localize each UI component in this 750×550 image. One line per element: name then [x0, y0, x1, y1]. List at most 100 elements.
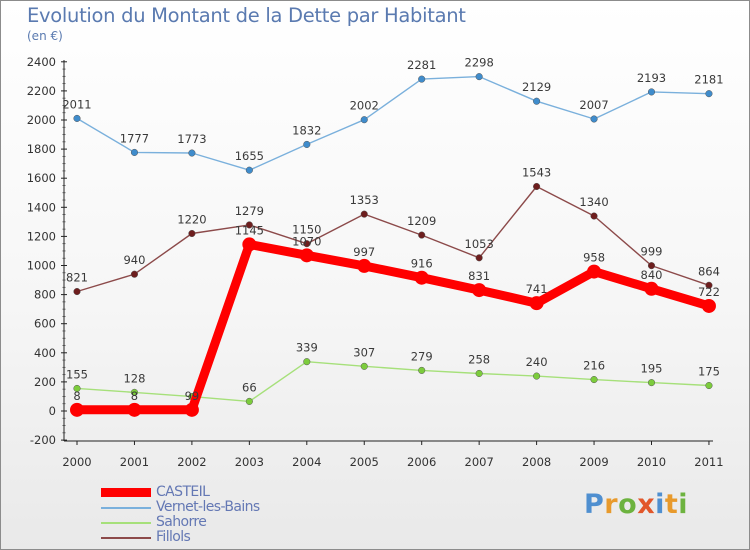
- data-label: 8: [131, 389, 138, 403]
- series-line-fillols: [76, 185, 710, 293]
- logo-letter: i: [655, 489, 665, 520]
- data-point: [130, 270, 138, 278]
- data-point: [418, 75, 426, 83]
- legend-item: Sahorre: [101, 514, 361, 530]
- chart-title: Evolution du Montant de la Dette par Hab…: [27, 4, 466, 27]
- series-line-casteil: [72, 239, 714, 415]
- x-tick-label: 2000: [62, 455, 91, 469]
- legend-swatch: [101, 488, 151, 497]
- y-tick-label: 800: [34, 288, 56, 302]
- data-point: [533, 182, 541, 191]
- data-point: [705, 281, 713, 289]
- y-tick-label: 200: [34, 375, 56, 389]
- data-label: 2002: [350, 99, 379, 113]
- data-label: 1279: [235, 204, 264, 218]
- data-point: [533, 372, 541, 380]
- data-label-layer: 8 8 99 1145 1070 997 916 831 741 958 840 722 2011 177…: [62, 56, 723, 403]
- legend: CASTEIL Vernet-les-Bains Sahorre Fillols: [101, 484, 361, 545]
- data-label: 258: [468, 352, 490, 366]
- y-tick-label: 2400: [27, 55, 56, 69]
- data-label: 8: [73, 389, 80, 403]
- data-point: [590, 212, 598, 220]
- data-point: [303, 358, 311, 366]
- data-label: 864: [698, 264, 720, 278]
- data-label: 2193: [637, 71, 666, 85]
- data-point: [644, 281, 659, 296]
- data-point: [533, 97, 541, 105]
- y-tick-label: 2200: [27, 84, 56, 98]
- data-point: [360, 362, 368, 370]
- data-point: [303, 140, 311, 148]
- data-point: [590, 115, 598, 123]
- data-label: 128: [123, 371, 145, 385]
- legend-item: CASTEIL: [101, 484, 361, 500]
- data-point: [590, 376, 598, 384]
- legend-label: CASTEIL: [156, 484, 210, 500]
- data-label: 916: [411, 257, 433, 271]
- logo-letter: P: [584, 489, 605, 520]
- data-point: [184, 402, 199, 417]
- data-point: [475, 369, 483, 378]
- data-point: [188, 229, 196, 238]
- y-tick-label: 1400: [27, 200, 56, 214]
- data-label: 1832: [292, 123, 321, 137]
- data-label: 216: [583, 359, 605, 373]
- legend-swatch: [101, 537, 151, 539]
- series-line-sahorre: [76, 361, 710, 403]
- data-label: 240: [526, 355, 548, 369]
- x-tick-label: 2003: [235, 455, 264, 469]
- data-point: [73, 384, 81, 392]
- data-point: [245, 221, 253, 229]
- y-tick-label: 600: [34, 317, 56, 331]
- data-point: [360, 116, 368, 124]
- legend-label: Vernet-les-Bains: [156, 499, 260, 515]
- data-label: 1340: [579, 195, 608, 209]
- data-point: [130, 148, 138, 156]
- data-point: [242, 237, 257, 252]
- data-point: [701, 298, 716, 313]
- logo-letter: r: [604, 489, 619, 520]
- y-tick-label: 1800: [27, 142, 56, 156]
- data-label: 339: [296, 341, 318, 355]
- data-label: 1145: [235, 223, 264, 237]
- legend-label: Sahorre: [156, 514, 207, 530]
- series-layer: [70, 73, 716, 417]
- x-tick-label: 2009: [579, 455, 608, 469]
- data-label: 2007: [579, 98, 608, 112]
- data-point: [299, 248, 314, 263]
- data-label: 66: [242, 380, 257, 394]
- data-label: 741: [526, 282, 548, 296]
- data-label: 175: [698, 365, 720, 379]
- data-label: 2129: [522, 80, 551, 94]
- data-label: 1150: [292, 223, 321, 237]
- logo-letter: t: [664, 489, 679, 520]
- data-label: 1220: [177, 212, 206, 226]
- legend-item: Vernet-les-Bains: [101, 499, 361, 515]
- x-tick-label: 2008: [522, 455, 551, 469]
- axes: -200 0 200 400 600 800 1000 1200 1400 1600 1800 200…: [27, 55, 724, 469]
- x-tick-label: 2011: [694, 455, 723, 469]
- x-tick-label: 2007: [465, 455, 494, 469]
- x-tick-label: 2001: [120, 455, 149, 469]
- data-label: 821: [66, 271, 88, 285]
- data-label: 840: [641, 268, 663, 282]
- data-point: [360, 210, 368, 218]
- data-point: [647, 88, 656, 96]
- data-point: [647, 262, 656, 270]
- data-label: 1209: [407, 214, 436, 228]
- data-label: 99: [185, 389, 200, 403]
- data-label: 958: [583, 251, 605, 265]
- logo-letter: x: [637, 489, 656, 520]
- data-point: [647, 379, 656, 387]
- y-tick-label: 0: [49, 404, 56, 418]
- data-point: [127, 402, 142, 417]
- logo-letter: i: [678, 489, 689, 520]
- data-point: [529, 296, 544, 311]
- data-point: [418, 366, 426, 374]
- unit-label: (en €): [27, 29, 63, 43]
- y-tick-label: 2000: [27, 113, 56, 127]
- data-point: [475, 73, 483, 81]
- x-tick-label: 2006: [407, 455, 436, 469]
